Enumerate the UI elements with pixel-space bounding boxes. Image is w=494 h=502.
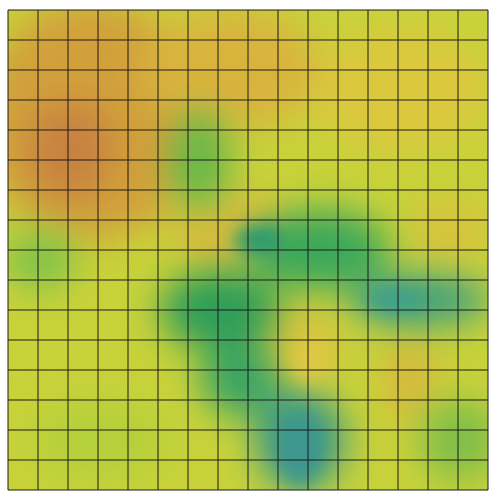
terrain	[0, 0, 494, 490]
page: (() => { const data = JSON.parse(documen…	[0, 0, 494, 502]
elevation-map	[0, 0, 494, 502]
